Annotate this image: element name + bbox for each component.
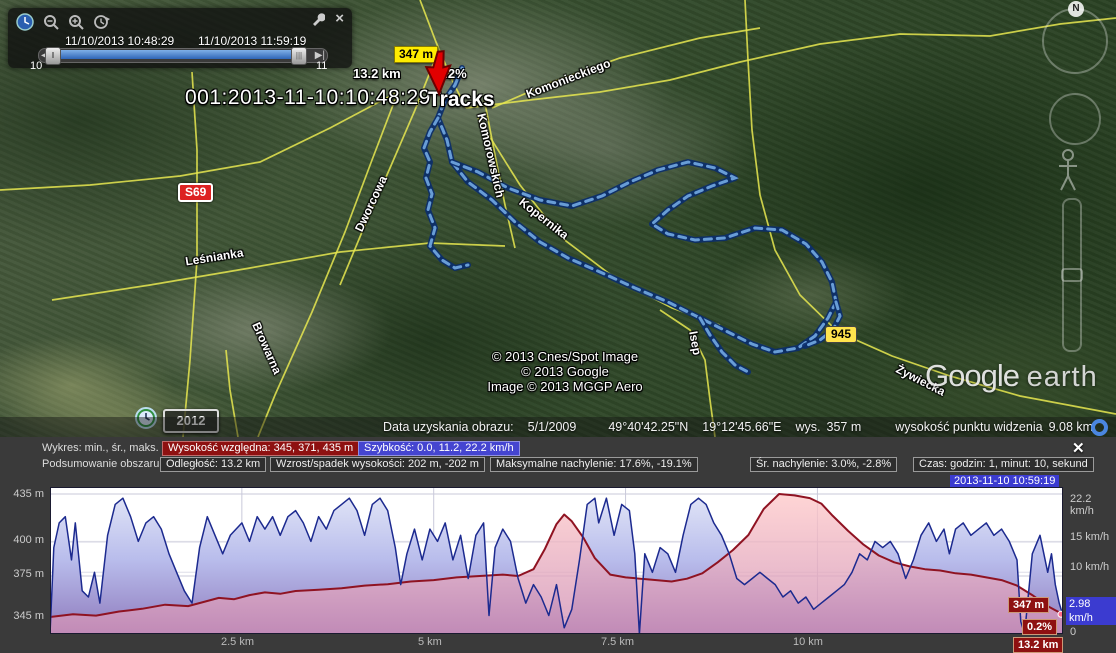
track-elevation-flag: 347 m	[394, 46, 439, 63]
altitude-value: 357 m	[826, 420, 862, 434]
historical-imagery-clock-icon[interactable]	[134, 406, 158, 430]
imagery-date-label: Data uzyskania obrazu:	[383, 420, 514, 434]
compass-control[interactable]: N	[1042, 1, 1108, 74]
y-axis-right-tick-10: 10 km/h	[1070, 561, 1110, 573]
north-indicator[interactable]: N	[1068, 1, 1084, 17]
copyright-line-3: Image © 2013 MGGP Aero	[487, 379, 643, 394]
time-animation-icon[interactable]	[93, 14, 111, 30]
road-shield-945: 945	[825, 326, 858, 343]
clock-icon[interactable]	[16, 13, 34, 31]
eye-altitude-value: 9.08 km	[1048, 420, 1094, 434]
speed-legend-chip: Szybkość: 0.0, 11.2, 22.2 km/h	[358, 441, 520, 456]
cursor-speed-label: 2.98 km/h	[1066, 597, 1116, 625]
y-axis-right-tick-0: 0	[1070, 626, 1077, 638]
time-slider-handle-start[interactable]: ‖	[45, 47, 61, 65]
copyright-line-1: © 2013 Cnes/Spot Image	[491, 349, 639, 364]
y-axis-left-tick-435: 435 m	[13, 488, 44, 500]
profile-legend-row: Wykres: min., śr., maks. Wysokość względ…	[0, 441, 1116, 456]
timeline-axis-start: 10	[30, 60, 43, 72]
time-range-start: 11/10/2013 10:48:29	[65, 34, 175, 48]
gain-loss-chip: Wzrost/spadek wysokości: 202 m, -202 m	[270, 457, 485, 472]
time-slider-handle-end[interactable]: |||	[291, 47, 307, 65]
zoom-slider-control[interactable]	[1061, 198, 1083, 352]
cursor-grade-label: 0.2%	[1022, 619, 1058, 635]
y-axis-left-tick-345: 345 m	[13, 610, 44, 622]
profile-close-button[interactable]: ✕	[1072, 440, 1085, 457]
pegman-icon[interactable]	[1055, 148, 1081, 192]
summary-label: Podsumowanie obszaru:	[42, 458, 163, 470]
historical-imagery-year-button[interactable]: 2012	[163, 409, 219, 433]
x-axis-tick-7-5km: 7.5 km	[601, 636, 635, 648]
slider-step-back-icon[interactable]: ◀	[41, 50, 49, 61]
x-axis-tick-5km: 5 km	[418, 636, 442, 648]
latitude-value: 49°40'42.25"N	[608, 420, 689, 434]
time-slider-panel: × 11/10/2013 10:48:29 11/10/2013 11:59:1…	[8, 8, 352, 72]
elevation-chart-svg[interactable]	[50, 487, 1063, 634]
look-joystick-control[interactable]	[1049, 93, 1101, 145]
legend-label: Wykres: min., śr., maks.	[42, 442, 159, 454]
imagery-date-value: 5/1/2009	[527, 420, 577, 434]
slider-step-forward-icon[interactable]: ▶|	[314, 50, 325, 61]
timeline-axis-end: 11	[316, 60, 328, 72]
zoom-slider-knob[interactable]	[1061, 268, 1083, 282]
copyright-line-2: © 2013 Google	[521, 364, 609, 379]
max-slope-chip: Maksymalne nachylenie: 17.6%, -19.1%	[490, 457, 698, 472]
y-axis-right-tick-22: 22.2 km/h	[1070, 493, 1094, 517]
track-name-label[interactable]: Tracks	[428, 88, 495, 111]
profile-summary-row: Podsumowanie obszaru: Odległość: 13.2 km…	[0, 457, 1116, 472]
eye-altitude-label: wysokość punktu widzenia	[895, 420, 1043, 434]
longitude-value: 19°12'45.66"E	[702, 420, 782, 434]
time-slider-track[interactable]: ◀ ‖ ||| ▶|	[38, 47, 328, 65]
distance-chip: Odległość: 13.2 km	[160, 457, 267, 472]
map-overlay-svg	[0, 0, 1116, 437]
time-panel-close-icon[interactable]: ×	[335, 10, 344, 27]
google-earth-watermark: Google earth	[925, 358, 1098, 393]
time-slider-range	[51, 50, 299, 59]
zoom-out-icon[interactable]	[43, 14, 59, 30]
avg-slope-chip: Śr. nachylenie: 3.0%, -2.8%	[750, 457, 898, 472]
time-range-end: 11/10/2013 11:59:19	[198, 34, 307, 48]
streaming-indicator-icon	[1091, 419, 1108, 436]
track-distance-label: 13.2 km	[353, 66, 401, 81]
zoom-in-icon[interactable]	[68, 14, 84, 30]
time-chip: Czas: godzin: 1, minut: 10, sekund	[913, 457, 1094, 472]
x-axis-tick-2-5km: 2.5 km	[221, 636, 255, 648]
track-cursor-arrow-icon	[424, 50, 452, 97]
y-axis-left-tick-375: 375 m	[13, 568, 44, 580]
cursor-elevation-label: 347 m	[1008, 597, 1050, 613]
track-title: 001:2013-11-10:10:48:29	[185, 86, 431, 109]
cursor-distance-label: 13.2 km	[1013, 637, 1064, 653]
elevation-legend-chip: Wysokość względna: 345, 371, 435 m	[162, 441, 360, 456]
wrench-icon[interactable]	[310, 12, 326, 27]
map-canvas[interactable]: S69 945 Leśnianka Browarna Dworcowa Komo…	[0, 0, 1116, 437]
road-shield-s69: S69	[178, 183, 214, 202]
y-axis-right-tick-15: 15 km/h	[1070, 531, 1110, 543]
y-axis-left-tick-400: 400 m	[13, 534, 44, 546]
cursor-timestamp: 2013-11-10 10:59:19	[950, 475, 1060, 488]
status-bar: Data uzyskania obrazu: 5/1/2009 49°40'42…	[0, 417, 1116, 437]
altitude-label: wys.	[795, 420, 821, 434]
x-axis-tick-10km: 10 km	[793, 636, 823, 648]
